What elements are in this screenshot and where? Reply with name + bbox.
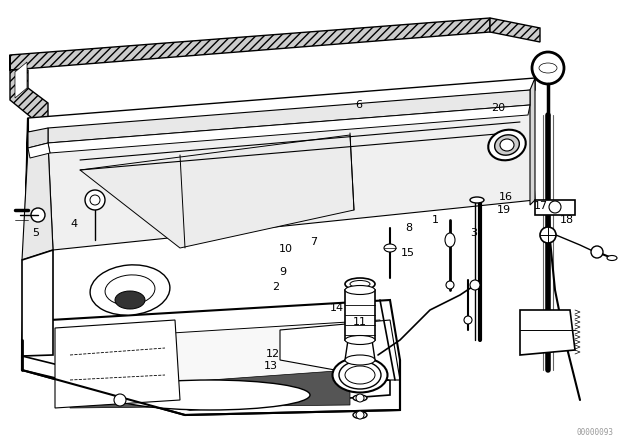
Ellipse shape	[384, 244, 396, 252]
Text: 12: 12	[266, 349, 280, 359]
Polygon shape	[55, 320, 180, 408]
Text: 3: 3	[470, 228, 477, 238]
Ellipse shape	[345, 355, 375, 365]
Ellipse shape	[350, 280, 370, 288]
Circle shape	[549, 201, 561, 213]
Circle shape	[85, 190, 105, 210]
Ellipse shape	[345, 285, 375, 294]
Text: 19: 19	[497, 205, 511, 215]
Text: 6: 6	[355, 100, 362, 110]
Text: 17: 17	[534, 201, 548, 211]
Text: 00000093: 00000093	[577, 427, 614, 436]
Text: 5: 5	[32, 228, 38, 238]
Text: 1: 1	[432, 215, 438, 224]
Polygon shape	[345, 290, 375, 340]
Ellipse shape	[353, 395, 367, 401]
Polygon shape	[22, 143, 53, 260]
Polygon shape	[22, 356, 390, 410]
Ellipse shape	[333, 358, 387, 392]
Polygon shape	[530, 78, 535, 205]
Polygon shape	[28, 143, 50, 158]
Ellipse shape	[339, 361, 381, 389]
Circle shape	[114, 394, 126, 406]
Polygon shape	[48, 105, 530, 153]
Polygon shape	[490, 18, 540, 42]
Ellipse shape	[488, 130, 525, 160]
Ellipse shape	[115, 291, 145, 309]
Text: 9: 9	[279, 267, 287, 277]
Ellipse shape	[110, 380, 310, 410]
Polygon shape	[60, 320, 390, 395]
Circle shape	[356, 394, 364, 402]
Text: 20: 20	[491, 103, 505, 113]
Polygon shape	[22, 118, 28, 370]
Text: 14: 14	[330, 303, 344, 313]
Polygon shape	[280, 320, 400, 380]
Text: 2: 2	[271, 282, 279, 292]
Polygon shape	[15, 62, 27, 98]
Polygon shape	[70, 370, 350, 408]
Text: 18: 18	[559, 215, 573, 224]
Ellipse shape	[607, 255, 617, 260]
Ellipse shape	[500, 139, 514, 151]
Polygon shape	[28, 78, 535, 132]
Circle shape	[470, 280, 480, 290]
Ellipse shape	[345, 336, 375, 345]
Polygon shape	[535, 200, 575, 215]
Polygon shape	[345, 340, 375, 360]
Text: 4: 4	[70, 219, 77, 229]
Ellipse shape	[90, 265, 170, 315]
Circle shape	[356, 411, 364, 419]
Ellipse shape	[353, 412, 367, 418]
Ellipse shape	[446, 281, 454, 289]
Ellipse shape	[445, 233, 455, 247]
Ellipse shape	[345, 278, 375, 290]
Polygon shape	[48, 105, 535, 250]
Ellipse shape	[345, 366, 375, 384]
Polygon shape	[28, 128, 48, 148]
Text: 16: 16	[499, 192, 513, 202]
Text: 15: 15	[401, 248, 415, 258]
Polygon shape	[10, 18, 490, 70]
Circle shape	[90, 195, 100, 205]
Polygon shape	[22, 300, 400, 415]
Circle shape	[540, 227, 556, 243]
Ellipse shape	[464, 316, 472, 324]
Text: 11: 11	[353, 317, 367, 327]
Text: 7: 7	[310, 237, 317, 247]
Polygon shape	[22, 250, 53, 356]
Circle shape	[31, 208, 45, 222]
Circle shape	[591, 246, 603, 258]
Text: 13: 13	[264, 362, 278, 371]
Circle shape	[532, 52, 564, 84]
Polygon shape	[520, 310, 575, 355]
Polygon shape	[10, 55, 48, 118]
Text: 8: 8	[404, 223, 412, 233]
Polygon shape	[48, 90, 530, 143]
Ellipse shape	[105, 275, 155, 305]
Text: 10: 10	[279, 244, 293, 254]
Ellipse shape	[470, 197, 484, 203]
Polygon shape	[80, 135, 354, 248]
Ellipse shape	[495, 135, 519, 155]
